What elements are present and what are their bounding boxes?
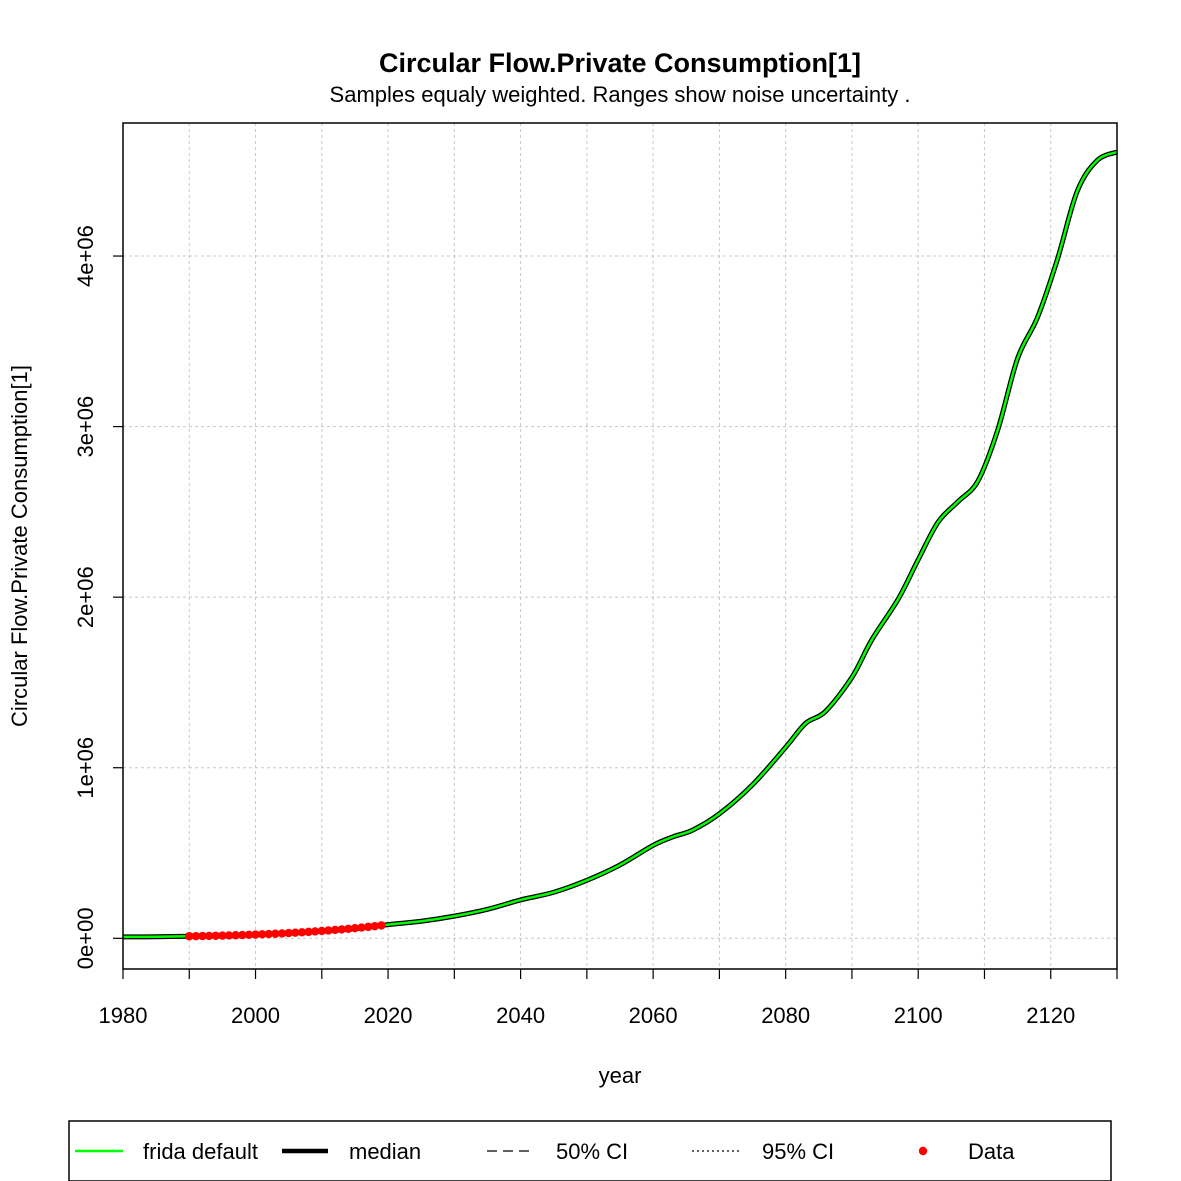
series-layer (122, 149, 1118, 940)
x-axis-title: year (599, 1063, 642, 1088)
data-point (185, 932, 194, 941)
data-point (297, 928, 307, 937)
x-tick-label: 2080 (761, 1003, 810, 1028)
legend-label: 95% CI (762, 1139, 834, 1164)
data-point (344, 924, 353, 934)
x-tick-label: 2040 (496, 1003, 545, 1028)
data-point (271, 929, 280, 938)
legend-swatch-data (918, 1146, 928, 1156)
x-tick-label: 2060 (629, 1003, 678, 1028)
data-point (350, 924, 360, 933)
data-point (337, 925, 346, 934)
y-tick-label: 4e+06 (73, 225, 98, 287)
data-point (357, 923, 366, 932)
data-point (277, 929, 287, 938)
x-axis: 1980 2000 2020 2040 2060 2080 2100 2120 (99, 969, 1118, 1028)
x-tick-label: 2000 (231, 1003, 280, 1028)
data-point (264, 929, 273, 939)
data-point (198, 931, 207, 941)
legend-box (68, 1120, 1112, 1181)
data-point (284, 928, 293, 938)
data-point (251, 930, 260, 939)
y-axis-title: Circular Flow.Private Consumption[1] (7, 365, 32, 727)
data-point (218, 931, 227, 940)
data-point (224, 931, 234, 940)
data-point (304, 927, 313, 937)
data-point (363, 922, 373, 932)
x-tick-label: 1980 (99, 1003, 148, 1028)
data-point (211, 931, 220, 940)
legend-label: median (349, 1139, 421, 1164)
y-tick-label: 0e+00 (73, 907, 98, 969)
grid (123, 123, 1117, 969)
data-point (291, 928, 300, 937)
series-median-line (122, 149, 1118, 940)
data-point (324, 926, 333, 935)
legend: frida default median 50% CI 95% CI Data (68, 1120, 1112, 1181)
legend-label: 50% CI (556, 1139, 628, 1164)
plot-frame (122, 122, 1118, 970)
data-point (317, 926, 326, 936)
data-point (377, 921, 386, 930)
data-point (330, 925, 340, 935)
data-point (238, 930, 247, 940)
data-point (231, 931, 240, 940)
x-tick-label: 2100 (894, 1003, 943, 1028)
legend-label: Data (968, 1139, 1015, 1164)
data-point (370, 921, 380, 931)
data-points (185, 921, 386, 941)
chart-title: Circular Flow.Private Consumption[1] (379, 48, 861, 78)
y-tick-label: 1e+06 (73, 737, 98, 799)
chart-subtitle: Samples equaly weighted. Ranges show noi… (330, 82, 911, 107)
series-line-frida-default (122, 150, 1118, 939)
data-point (310, 927, 320, 936)
data-point (244, 930, 254, 940)
x-tick-label: 2120 (1026, 1003, 1075, 1028)
data-point (257, 930, 267, 939)
y-axis: 0e+00 1e+06 2e+06 3e+06 4e+06 (73, 225, 123, 969)
data-point (204, 931, 214, 941)
data-point (191, 931, 201, 941)
legend-label: frida default (143, 1139, 258, 1164)
x-tick-label: 2020 (364, 1003, 413, 1028)
y-tick-label: 3e+06 (73, 396, 98, 458)
y-tick-label: 2e+06 (73, 566, 98, 628)
